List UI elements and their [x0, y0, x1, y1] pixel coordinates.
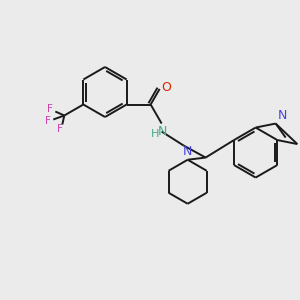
Text: F: F	[57, 124, 63, 134]
Text: N: N	[278, 109, 287, 122]
Text: N: N	[158, 124, 167, 138]
Text: N: N	[183, 145, 192, 158]
Text: O: O	[162, 81, 172, 94]
Text: H: H	[151, 129, 159, 139]
Text: F: F	[47, 104, 53, 115]
Text: F: F	[45, 116, 51, 127]
